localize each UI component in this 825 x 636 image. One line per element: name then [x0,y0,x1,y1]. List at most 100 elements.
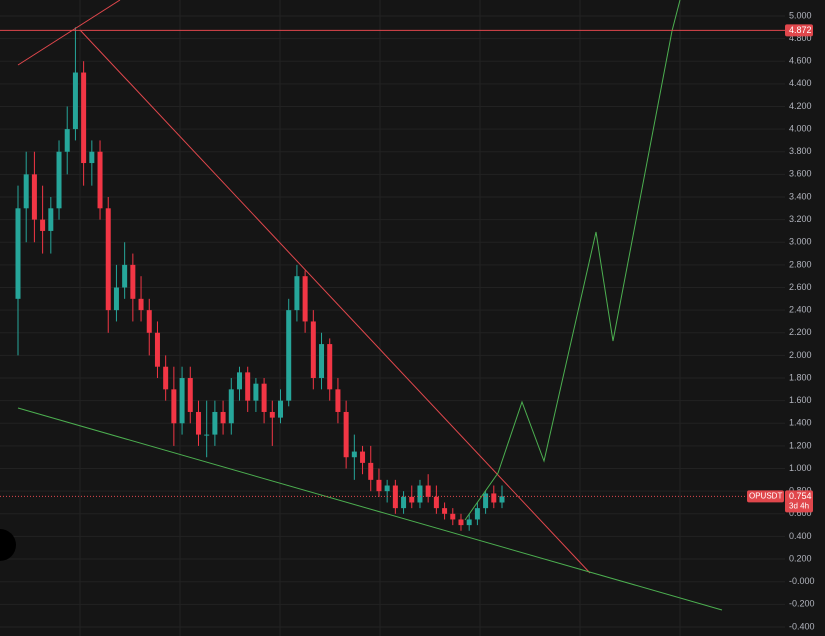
candle-body [72,72,78,130]
price-line-label-bg [785,24,813,37]
candle-body [31,174,37,220]
candle-body [245,372,251,401]
candle-body [319,344,325,379]
candle-body [425,485,431,497]
candle-body [409,496,415,503]
price-axis [785,0,825,636]
candle-body [253,383,259,401]
candle-body [442,508,448,514]
candle-body [392,485,398,509]
candle-body [122,264,128,288]
candle-body [56,151,62,209]
symbol-label-bg [747,490,784,503]
y-tick-label: 3.000 [789,237,812,247]
candle-body [401,496,407,509]
candle-body [154,332,160,367]
candle-body [220,411,226,424]
candle-body [368,462,374,480]
y-tick-label: 3.800 [789,146,812,156]
candle-body [89,151,95,164]
side-handle [0,529,16,561]
countdown-label: 3d 4h [789,501,809,510]
y-tick-label: 0.400 [789,531,812,541]
grid [0,15,785,628]
candle-body [360,451,366,463]
trendline [17,407,723,611]
symbol-label: OPUSDT [749,491,782,500]
candle-body [130,264,136,299]
candle-body [163,366,169,390]
candle-body [269,411,275,418]
y-tick-label: 2.200 [789,327,812,337]
candles [15,27,505,531]
y-tick-label: 4.600 [789,56,812,66]
y-tick-label: 4.400 [789,78,812,88]
y-tick-label: 2.600 [789,282,812,292]
candle-body [278,400,284,418]
candle-body [23,174,29,209]
candle-body [40,219,46,231]
y-tick-label: 0.600 [789,508,812,518]
candle-body [302,276,308,322]
y-tick-label: -0.400 [789,621,815,631]
candle-body [474,508,480,520]
drawings [17,0,723,611]
candle-body [310,321,316,379]
candle-body [113,287,119,311]
candle-body [138,298,144,311]
candle-body [228,389,234,424]
candle-body [179,378,185,424]
candle-body [351,451,357,458]
candle-body [212,411,218,435]
y-tick-label: 4.800 [789,33,812,43]
y-tick-label: 1.800 [789,372,812,382]
y-tick-label: 3.600 [789,169,812,179]
candle-body [327,344,333,390]
candle-body [384,485,390,492]
candle-body [499,496,505,503]
y-tick-label: 4.000 [789,123,812,133]
candle-body [195,411,201,435]
y-tick-label: -0.200 [789,599,815,609]
y-tick-label: 0.200 [789,553,812,563]
y-tick-label: 2.400 [789,305,812,315]
candle-body [171,389,177,424]
candle-body [48,208,54,231]
candle-body [335,389,341,412]
candle-body [146,310,152,333]
trendline [79,29,591,574]
y-tick-label: 2.000 [789,350,812,360]
y-tick-label: 3.400 [789,191,812,201]
candle-body [187,378,193,412]
last-price-label: 0.754 [789,491,812,501]
y-tick-label: 1.400 [789,418,812,428]
candle-body [466,519,472,526]
y-tick-label: 5.000 [789,10,812,20]
candle-body [64,129,70,152]
trendline [17,0,121,66]
candle-body [286,310,292,401]
candle-body [483,493,489,509]
projection [464,0,681,521]
candle-body [236,372,242,390]
candle-body [376,479,382,492]
y-tick-label: 1.000 [789,463,812,473]
candle-body [15,208,21,299]
y-tick-label: 2.800 [789,259,812,269]
candle-body [97,151,103,209]
y-tick-label: -0.000 [789,576,815,586]
candle-body [343,411,349,458]
y-tick-label: 3.200 [789,214,812,224]
candle-body [433,496,439,509]
candle-body [105,208,111,311]
candle-body [204,434,210,436]
candle-body [294,276,300,311]
y-tick-label: 4.200 [789,101,812,111]
candle-body [458,519,464,526]
candle-body [417,485,423,503]
candle-body [491,493,497,503]
last-price-bg [785,490,813,513]
y-tick-label: 1.200 [789,440,812,450]
